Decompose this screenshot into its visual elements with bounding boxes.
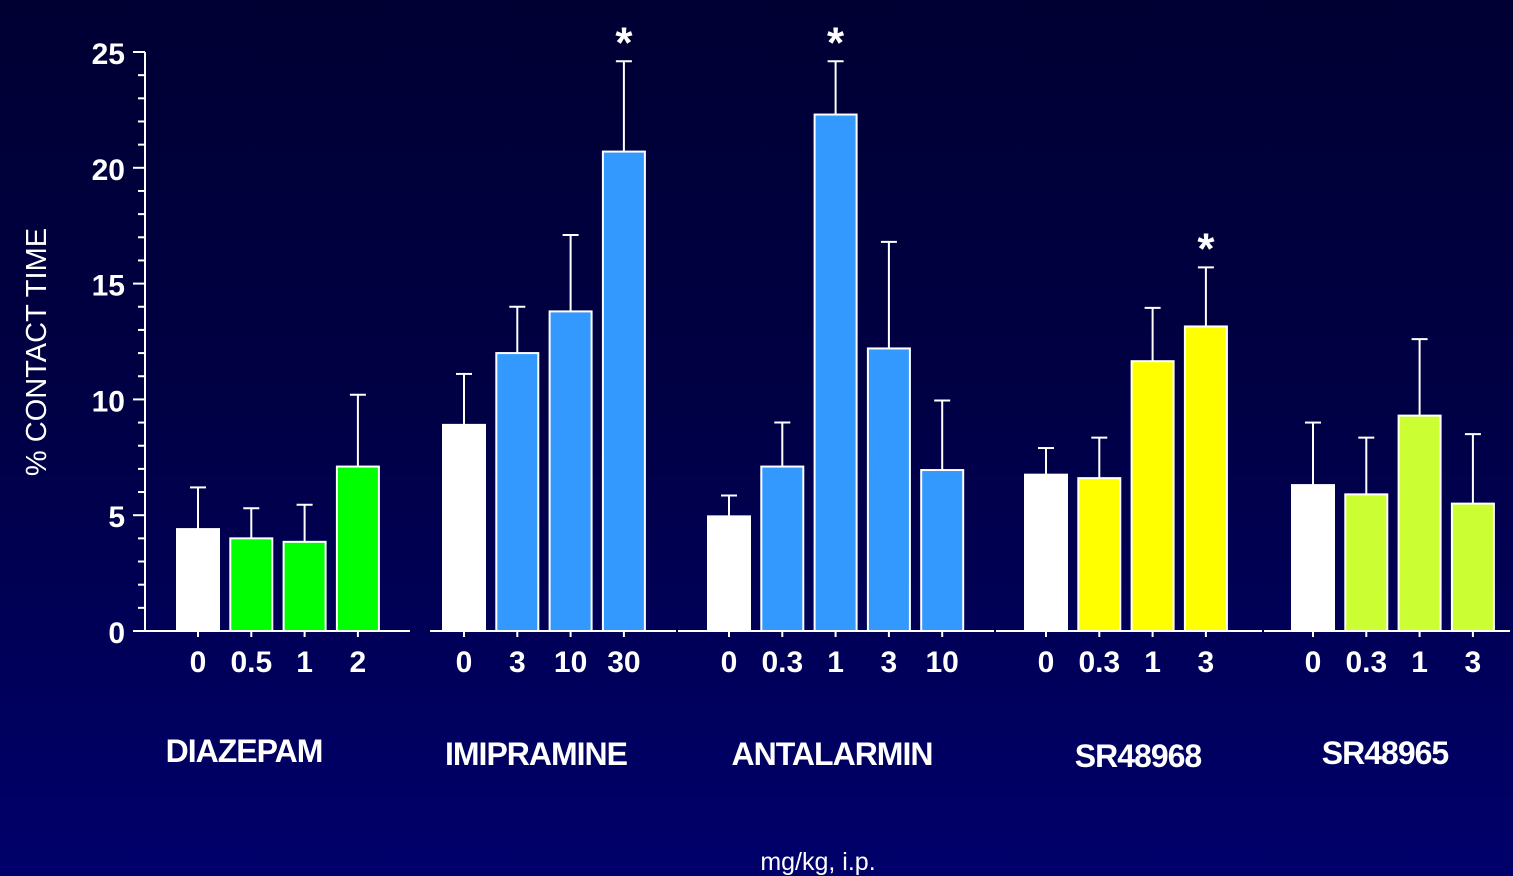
bar	[1291, 484, 1335, 633]
dose-label: 0.3	[1078, 646, 1120, 679]
bar	[442, 423, 486, 632]
dose-label: 0	[1038, 646, 1055, 679]
y-tick-label: 15	[92, 270, 125, 303]
bar	[920, 469, 965, 632]
significance-asterisk: *	[1197, 224, 1215, 273]
dose-label: 0	[190, 646, 207, 679]
dose-label: 1	[1411, 646, 1428, 679]
dose-label: 3	[1198, 646, 1215, 679]
y-axis-label: % CONTACT TIME	[21, 228, 53, 476]
group-label: SR48965	[1322, 735, 1449, 771]
dose-label: 0	[456, 646, 473, 679]
y-tick-label: 20	[92, 154, 125, 187]
significance-asterisk: *	[615, 18, 633, 67]
bar	[1344, 493, 1389, 632]
dose-label: 3	[1465, 646, 1482, 679]
group-label: DIAZEPAM	[166, 733, 323, 769]
dose-label: 3	[881, 646, 898, 679]
bar	[601, 150, 646, 632]
bar	[1024, 473, 1068, 633]
bar	[707, 515, 751, 632]
group-label: ANTALARMIN	[732, 736, 933, 772]
bar	[760, 465, 805, 632]
x-axis-label: mg/kg, i.p.	[760, 848, 875, 876]
bar	[548, 310, 593, 632]
bar	[282, 540, 327, 632]
group-label: SR48968	[1075, 738, 1202, 774]
y-tick-label: 0	[108, 617, 125, 650]
dose-label: 0.5	[230, 646, 272, 679]
bar	[1450, 502, 1495, 632]
y-tick-label: 5	[108, 501, 125, 534]
bar	[1183, 325, 1228, 632]
dose-label: 1	[1144, 646, 1161, 679]
significance-asterisk: *	[827, 18, 845, 67]
dose-label: 10	[554, 646, 587, 679]
dose-label: 1	[827, 646, 844, 679]
dose-label: 0.3	[1345, 646, 1387, 679]
bar	[813, 113, 858, 633]
bar	[866, 347, 911, 632]
bar	[495, 352, 540, 632]
bar	[1397, 414, 1442, 632]
bar	[1077, 477, 1122, 633]
bar	[1130, 360, 1175, 632]
dose-label: 10	[926, 646, 959, 679]
bar	[229, 537, 274, 632]
bar	[335, 465, 380, 632]
dose-label: 0	[1305, 646, 1322, 679]
dose-label: 1	[296, 646, 313, 679]
y-tick-label: 10	[92, 385, 125, 418]
group-label: IMIPRAMINE	[445, 736, 628, 772]
dose-label: 2	[350, 646, 367, 679]
dose-label: 30	[607, 646, 640, 679]
dose-label: 0	[721, 646, 738, 679]
dose-label: 3	[509, 646, 526, 679]
y-tick-label: 25	[92, 38, 125, 71]
bar	[176, 528, 220, 633]
dose-label: 0.3	[761, 646, 803, 679]
